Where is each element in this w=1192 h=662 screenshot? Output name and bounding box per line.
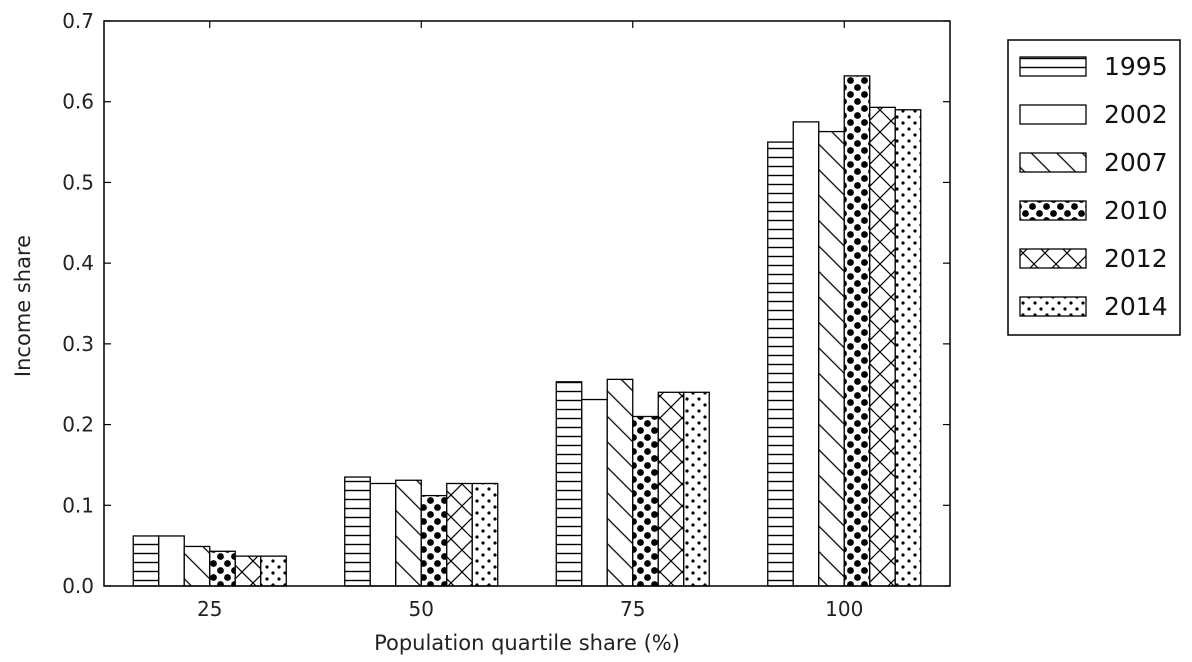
plot-frame xyxy=(103,20,951,587)
bar-2010-50 xyxy=(420,494,448,587)
x-axis-title: Population quartile share (%) xyxy=(374,631,680,655)
y-axis-title: Income share xyxy=(11,235,35,377)
bar-2002-75 xyxy=(581,398,608,587)
y-tick-label: 0.5 xyxy=(62,170,94,194)
bar-2010-75 xyxy=(632,415,659,587)
bar-2014-100 xyxy=(894,109,922,587)
y-tick-label: 0.1 xyxy=(62,493,94,517)
bar-2002-50 xyxy=(369,482,397,587)
y-tick-label: 0.3 xyxy=(62,332,94,356)
bar-2007-50 xyxy=(395,479,422,587)
bar-2012-75 xyxy=(657,391,685,587)
bar-2002-25 xyxy=(158,535,185,587)
legend-label-1995: 1995 xyxy=(1104,52,1168,81)
bar-1995-25 xyxy=(132,535,160,587)
legend-swatch-2010 xyxy=(1019,200,1087,221)
bars-layer xyxy=(132,75,922,587)
legend-label-2010: 2010 xyxy=(1104,196,1168,225)
bar-1995-50 xyxy=(344,476,371,587)
legend-box xyxy=(1007,39,1181,336)
y-tick-label: 0.7 xyxy=(62,9,94,33)
legend: 1995 2002 2007 2010 2012 2014 xyxy=(1007,39,1181,336)
bar-2014-75 xyxy=(683,391,710,587)
bar-2007-75 xyxy=(606,378,634,587)
legend-swatch-1995 xyxy=(1019,56,1087,77)
bar-2007-25 xyxy=(183,545,211,587)
legend-swatch-2012 xyxy=(1019,248,1087,269)
bar-1995-75 xyxy=(555,381,583,587)
x-tick-label: 75 xyxy=(620,597,645,621)
x-tick-label: 50 xyxy=(409,597,434,621)
bar-2002-100 xyxy=(792,121,820,587)
y-tick-label: 0.4 xyxy=(62,251,94,275)
legend-swatch-2002 xyxy=(1019,104,1087,125)
legend-label-2002: 2002 xyxy=(1104,100,1168,129)
x-tick-label: 100 xyxy=(825,597,863,621)
y-tick-label: 0.2 xyxy=(62,413,94,437)
axes-layer: 0.0 0.1 0.2 0.3 0.4 0.5 0.6 0.7 25 50 75 100 xyxy=(62,9,951,621)
legend-label-2012: 2012 xyxy=(1104,244,1168,273)
bar-2014-25 xyxy=(260,555,287,587)
legend-swatch-2014 xyxy=(1019,296,1087,317)
bar-2007-100 xyxy=(818,130,845,587)
bar-2012-25 xyxy=(234,555,262,587)
bar-2014-50 xyxy=(471,482,499,587)
bar-2012-100 xyxy=(869,106,896,587)
legend-label-2007: 2007 xyxy=(1104,148,1168,177)
y-tick-label: 0.0 xyxy=(62,574,94,598)
bar-1995-100 xyxy=(767,141,794,587)
legend-label-2014: 2014 xyxy=(1104,292,1168,321)
y-tick-label: 0.6 xyxy=(62,90,94,114)
x-tick-label: 25 xyxy=(197,597,222,621)
bar-2010-100 xyxy=(843,75,871,587)
legend-swatch-2007 xyxy=(1019,152,1087,173)
bar-2010-25 xyxy=(209,550,236,587)
bar-2012-50 xyxy=(446,482,473,587)
